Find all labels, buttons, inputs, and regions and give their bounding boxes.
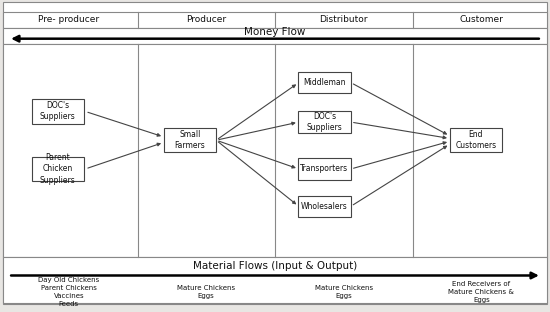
FancyBboxPatch shape: [3, 12, 547, 28]
Text: Mature Chickens
Eggs: Mature Chickens Eggs: [315, 285, 373, 299]
Text: Transporters: Transporters: [300, 164, 349, 173]
Text: Wholesalers: Wholesalers: [301, 202, 348, 211]
Text: Mature Chickens
Eggs: Mature Chickens Eggs: [177, 285, 235, 299]
Text: Customer: Customer: [459, 16, 503, 24]
Text: Money Flow: Money Flow: [244, 27, 306, 37]
FancyBboxPatch shape: [164, 128, 216, 153]
FancyBboxPatch shape: [3, 28, 547, 44]
FancyBboxPatch shape: [298, 111, 351, 133]
Text: Day Old Chickens
Parent Chickens
Vaccines
Feeds: Day Old Chickens Parent Chickens Vaccine…: [38, 277, 100, 307]
Text: Producer: Producer: [186, 16, 226, 24]
Text: Pre- producer: Pre- producer: [38, 16, 100, 24]
FancyBboxPatch shape: [3, 257, 547, 303]
FancyBboxPatch shape: [450, 128, 502, 153]
FancyBboxPatch shape: [3, 44, 547, 257]
Text: End
Customers: End Customers: [455, 130, 496, 150]
Text: Small
Farmers: Small Farmers: [174, 130, 205, 150]
FancyBboxPatch shape: [3, 2, 547, 304]
Text: Distributor: Distributor: [320, 16, 368, 24]
Text: Material Flows (Input & Output): Material Flows (Input & Output): [193, 261, 357, 271]
Text: Parent
Chicken
Suppliers: Parent Chicken Suppliers: [40, 154, 76, 185]
FancyBboxPatch shape: [298, 72, 351, 93]
FancyBboxPatch shape: [31, 99, 84, 124]
Text: DOC's
Suppliers: DOC's Suppliers: [40, 101, 76, 121]
Text: DOC's
Suppliers: DOC's Suppliers: [307, 112, 342, 132]
FancyBboxPatch shape: [31, 157, 84, 181]
Text: Middleman: Middleman: [303, 78, 346, 87]
FancyBboxPatch shape: [298, 158, 351, 180]
FancyBboxPatch shape: [298, 196, 351, 217]
Text: End Receivers of
Mature Chickens &
Eggs: End Receivers of Mature Chickens & Eggs: [448, 281, 514, 303]
